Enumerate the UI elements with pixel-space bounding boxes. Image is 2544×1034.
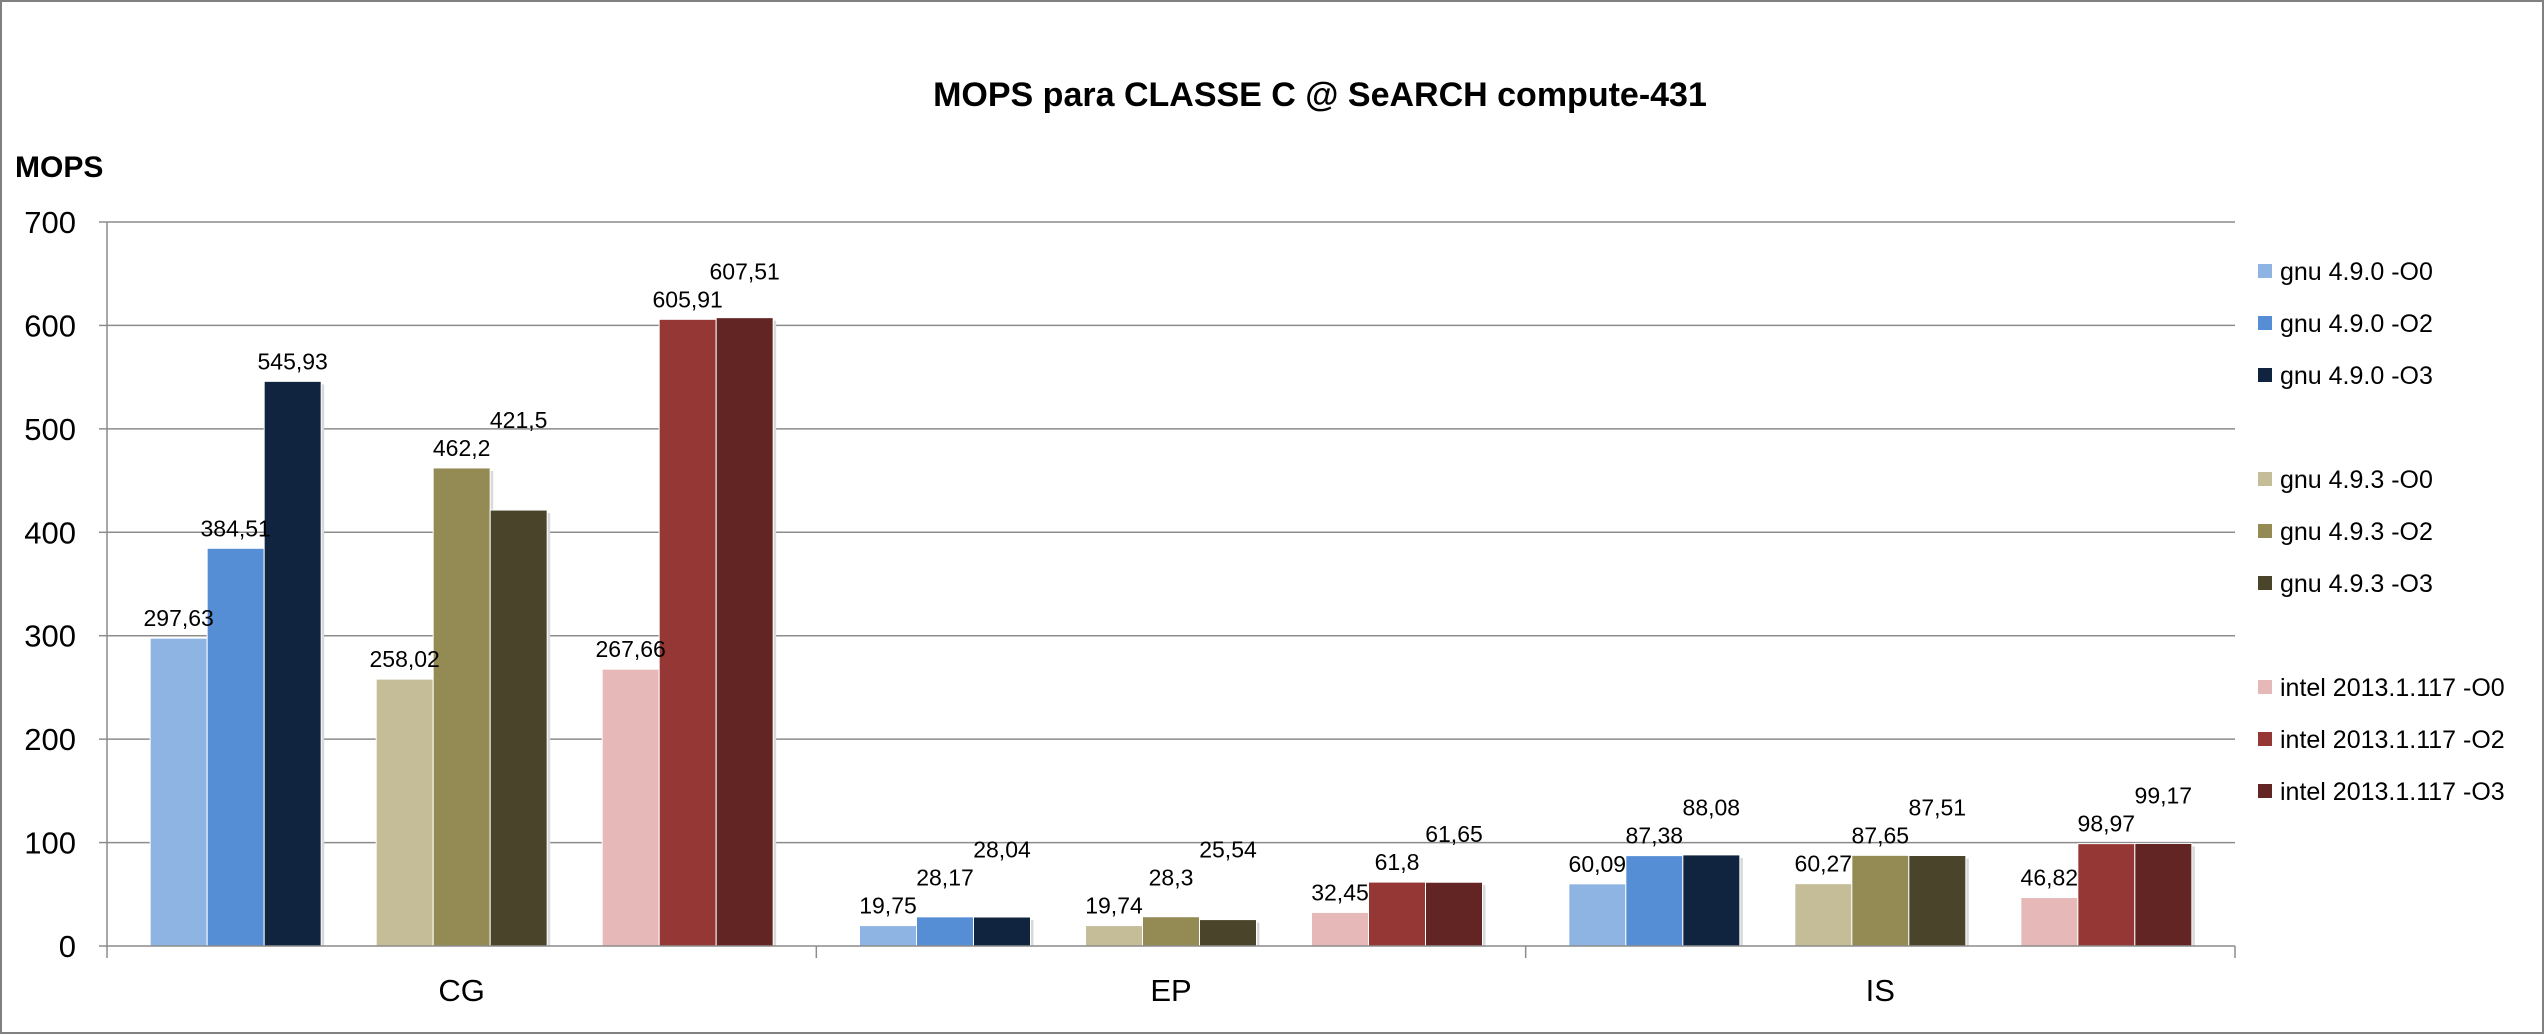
bar-cg-0 (149, 637, 208, 947)
legend-swatch (2258, 732, 2272, 746)
legend-swatch (2258, 368, 2272, 382)
legend-swatch (2258, 524, 2272, 538)
data-label: 607,51 (709, 258, 779, 284)
bar-cg-8 (715, 317, 774, 947)
data-label: 28,04 (973, 837, 1031, 863)
legend-swatch (2258, 680, 2272, 694)
data-label: 28,3 (1149, 865, 1194, 891)
bar-ep-5 (1199, 919, 1257, 947)
bar-is-0 (1568, 883, 1627, 947)
bar-ep-1 (916, 916, 974, 947)
bar-ep-6 (1311, 911, 1369, 947)
data-label: 60,09 (1569, 851, 1627, 877)
data-label: 60,27 (1795, 851, 1853, 877)
legend-swatch (2258, 784, 2272, 798)
category-label-cg: CG (438, 973, 485, 1008)
y-tick-label: 600 (24, 308, 76, 343)
data-label: 28,17 (916, 865, 974, 891)
y-tick-label: 700 (24, 205, 76, 240)
category-label-is: IS (1866, 973, 1895, 1008)
data-label: 25,54 (1199, 837, 1257, 863)
legend-label: gnu 4.9.3 -O2 (2280, 518, 2433, 546)
bar-cg-5 (489, 509, 548, 947)
y-tick-label: 100 (24, 826, 76, 861)
bar-is-4 (1851, 854, 1910, 947)
data-label: 98,97 (2078, 811, 2136, 837)
data-label: 267,66 (595, 636, 665, 662)
data-label: 87,65 (1852, 822, 1910, 848)
legend: gnu 4.9.0 -O0 gnu 4.9.0 -O2 gnu 4.9.0 -O3 g… (2258, 258, 2505, 806)
data-label: 258,02 (369, 646, 439, 672)
bar-cg-4 (432, 467, 491, 947)
bar-cg-2 (263, 380, 322, 947)
bar-is-3 (1794, 883, 1853, 947)
legend-swatch (2258, 264, 2272, 278)
data-label: 545,93 (257, 348, 327, 374)
category-labels: CG EP IS (438, 973, 1895, 1008)
data-label: 384,51 (200, 515, 270, 541)
data-label: 61,8 (1375, 849, 1420, 875)
bar-is-8 (2134, 842, 2193, 947)
legend-label: gnu 4.9.3 -O3 (2280, 570, 2433, 598)
bar-is-6 (2020, 897, 2079, 947)
data-label: 32,45 (1311, 879, 1369, 905)
bar-cg-3 (375, 678, 434, 947)
data-label: 61,65 (1425, 821, 1483, 847)
y-tick-label: 400 (24, 515, 76, 550)
data-label: 19,75 (859, 893, 917, 919)
data-label: 99,17 (2135, 783, 2193, 809)
bar-is-7 (2077, 843, 2136, 947)
bar-is-2 (1682, 854, 1741, 947)
legend-label: gnu 4.9.0 -O2 (2280, 310, 2433, 338)
bar-is-5 (1908, 854, 1967, 947)
bar-ep-7 (1368, 881, 1426, 947)
data-label: 19,74 (1085, 893, 1143, 919)
y-tick-label: 0 (59, 929, 76, 964)
y-tick-label: 300 (24, 619, 76, 654)
bar-ep-8 (1425, 881, 1483, 947)
data-label: 421,5 (490, 407, 548, 433)
y-axis-title: MOPS (15, 151, 103, 184)
chart-title: MOPS para CLASSE C @ SeARCH compute-431 (933, 76, 1707, 114)
legend-label: gnu 4.9.0 -O3 (2280, 362, 2433, 390)
bar-is-1 (1625, 855, 1684, 947)
y-tick-label: 200 (24, 722, 76, 757)
bar-cg-1 (206, 547, 265, 947)
data-label: 462,2 (433, 435, 491, 461)
legend-swatch (2258, 576, 2272, 590)
y-tick-label: 500 (24, 412, 76, 447)
legend-label: intel 2013.1.117 -O3 (2280, 778, 2505, 806)
bars (149, 317, 2195, 947)
bar-cg-7 (658, 318, 717, 947)
data-label: 297,63 (143, 605, 213, 631)
data-label: 46,82 (2021, 865, 2079, 891)
bar-cg-6 (601, 668, 660, 947)
legend-label: gnu 4.9.0 -O0 (2280, 258, 2433, 286)
data-label: 88,08 (1683, 795, 1741, 821)
legend-swatch (2258, 472, 2272, 486)
bar-ep-0 (859, 925, 917, 947)
legend-label: intel 2013.1.117 -O2 (2280, 726, 2505, 754)
bar-ep-4 (1142, 916, 1200, 947)
data-label: 605,91 (652, 286, 722, 312)
legend-label: gnu 4.9.3 -O0 (2280, 466, 2433, 494)
data-label: 87,38 (1626, 823, 1684, 849)
category-label-ep: EP (1150, 973, 1191, 1008)
legend-swatch (2258, 316, 2272, 330)
legend-label: intel 2013.1.117 -O0 (2280, 674, 2505, 702)
y-axis-ticks: 0 100 200 300 400 500 600 700 (24, 205, 107, 964)
axes (106, 222, 2236, 958)
data-label: 87,51 (1909, 794, 1967, 820)
bar-ep-3 (1085, 925, 1143, 947)
bar-ep-2 (973, 916, 1031, 947)
